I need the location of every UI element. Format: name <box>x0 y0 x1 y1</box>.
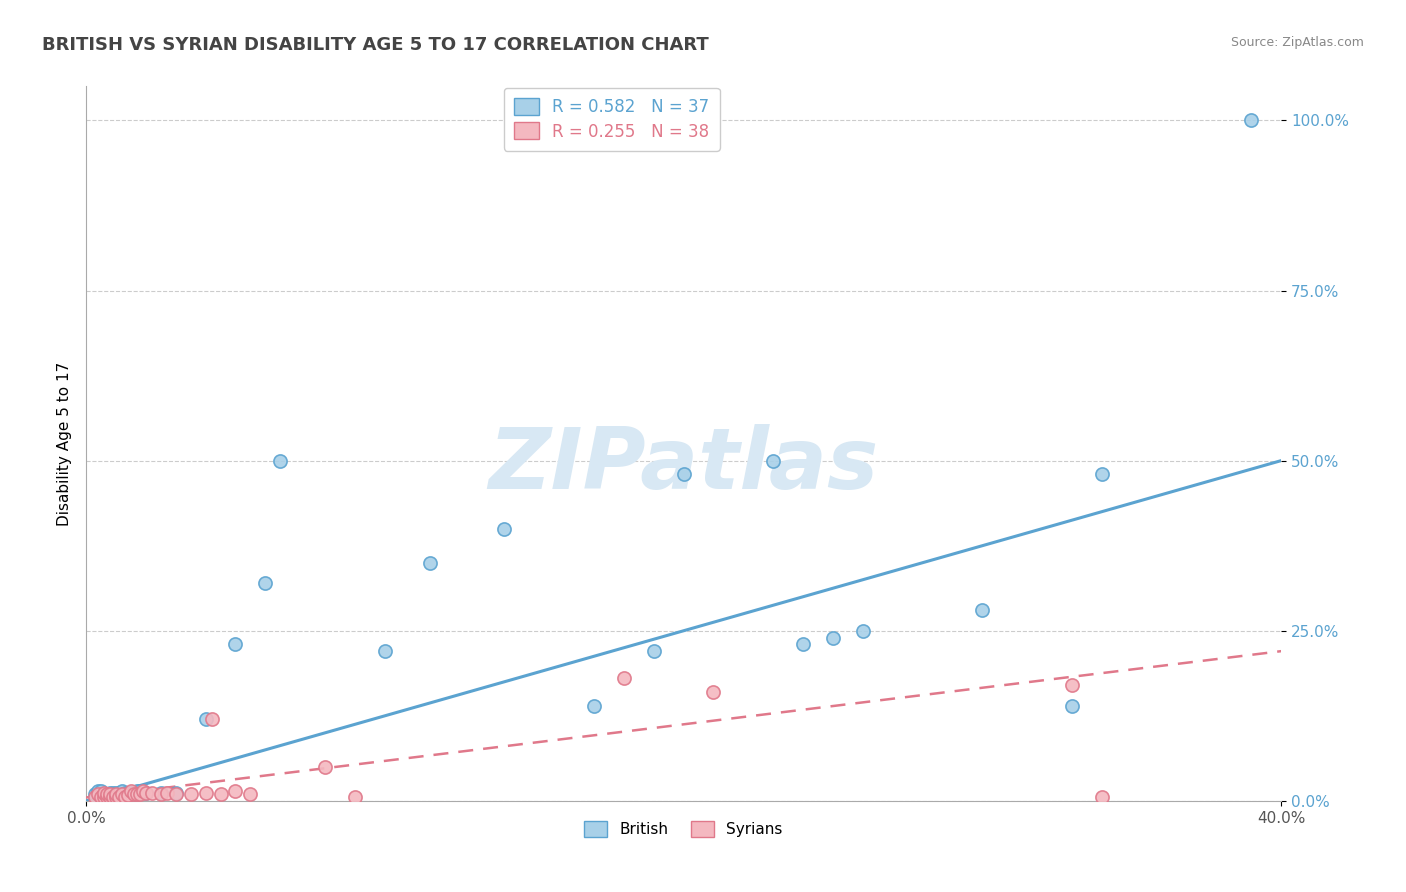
Text: BRITISH VS SYRIAN DISABILITY AGE 5 TO 17 CORRELATION CHART: BRITISH VS SYRIAN DISABILITY AGE 5 TO 17… <box>42 36 709 54</box>
Point <box>1091 467 1114 482</box>
Point <box>613 672 636 686</box>
Point <box>84 787 107 801</box>
Point <box>1060 678 1083 692</box>
Point <box>224 637 246 651</box>
Point <box>114 786 136 800</box>
Point <box>702 685 724 699</box>
Point <box>200 712 222 726</box>
Point <box>96 790 118 805</box>
Point <box>132 783 155 797</box>
Point <box>96 787 118 801</box>
Text: Source: ZipAtlas.com: Source: ZipAtlas.com <box>1230 36 1364 49</box>
Point <box>104 787 127 801</box>
Point <box>108 786 131 800</box>
Point <box>374 644 396 658</box>
Point <box>149 786 172 800</box>
Point <box>762 453 785 467</box>
Point <box>224 783 246 797</box>
Point <box>643 644 665 658</box>
Point <box>122 787 145 801</box>
Point <box>98 787 121 801</box>
Point <box>972 603 994 617</box>
Point <box>128 787 150 801</box>
Point <box>149 787 172 801</box>
Point <box>90 783 112 797</box>
Point <box>269 453 291 467</box>
Point <box>90 790 112 805</box>
Point <box>419 556 441 570</box>
Point <box>1240 113 1263 128</box>
Point <box>98 786 121 800</box>
Point <box>96 787 118 801</box>
Point <box>93 786 115 800</box>
Point <box>821 631 844 645</box>
Point <box>104 790 127 805</box>
Point <box>101 786 124 800</box>
Point <box>104 786 127 800</box>
Point <box>209 787 232 801</box>
Point <box>122 786 145 800</box>
Point <box>87 783 110 797</box>
Point <box>494 522 516 536</box>
Point <box>120 786 142 800</box>
Point <box>1091 790 1114 805</box>
Point <box>343 790 366 805</box>
Point <box>254 576 277 591</box>
Point <box>93 787 115 801</box>
Point <box>84 790 107 805</box>
Point <box>135 786 157 800</box>
Point <box>125 787 148 801</box>
Point <box>165 787 187 801</box>
Point <box>672 467 695 482</box>
Point <box>165 786 187 800</box>
Point <box>852 624 875 638</box>
Point <box>582 698 605 713</box>
Point <box>135 786 157 800</box>
Point <box>114 790 136 805</box>
Point <box>128 783 150 797</box>
Point <box>108 790 131 805</box>
Point <box>792 637 814 651</box>
Point <box>117 786 139 800</box>
Point <box>180 787 202 801</box>
Point <box>117 789 139 803</box>
Point <box>120 783 142 797</box>
Point <box>111 787 134 801</box>
Y-axis label: Disability Age 5 to 17: Disability Age 5 to 17 <box>58 361 72 525</box>
Point <box>111 783 134 797</box>
Text: ZIPatlas: ZIPatlas <box>488 424 879 507</box>
Point <box>194 712 217 726</box>
Point <box>101 790 124 805</box>
Point <box>87 787 110 801</box>
Point <box>125 783 148 797</box>
Point <box>93 790 115 805</box>
Point <box>98 790 121 805</box>
Point <box>194 786 217 800</box>
Point <box>141 786 163 800</box>
Point <box>314 760 336 774</box>
Point <box>1060 698 1083 713</box>
Point <box>156 786 179 800</box>
Point <box>239 787 262 801</box>
Legend: British, Syrians: British, Syrians <box>578 815 789 843</box>
